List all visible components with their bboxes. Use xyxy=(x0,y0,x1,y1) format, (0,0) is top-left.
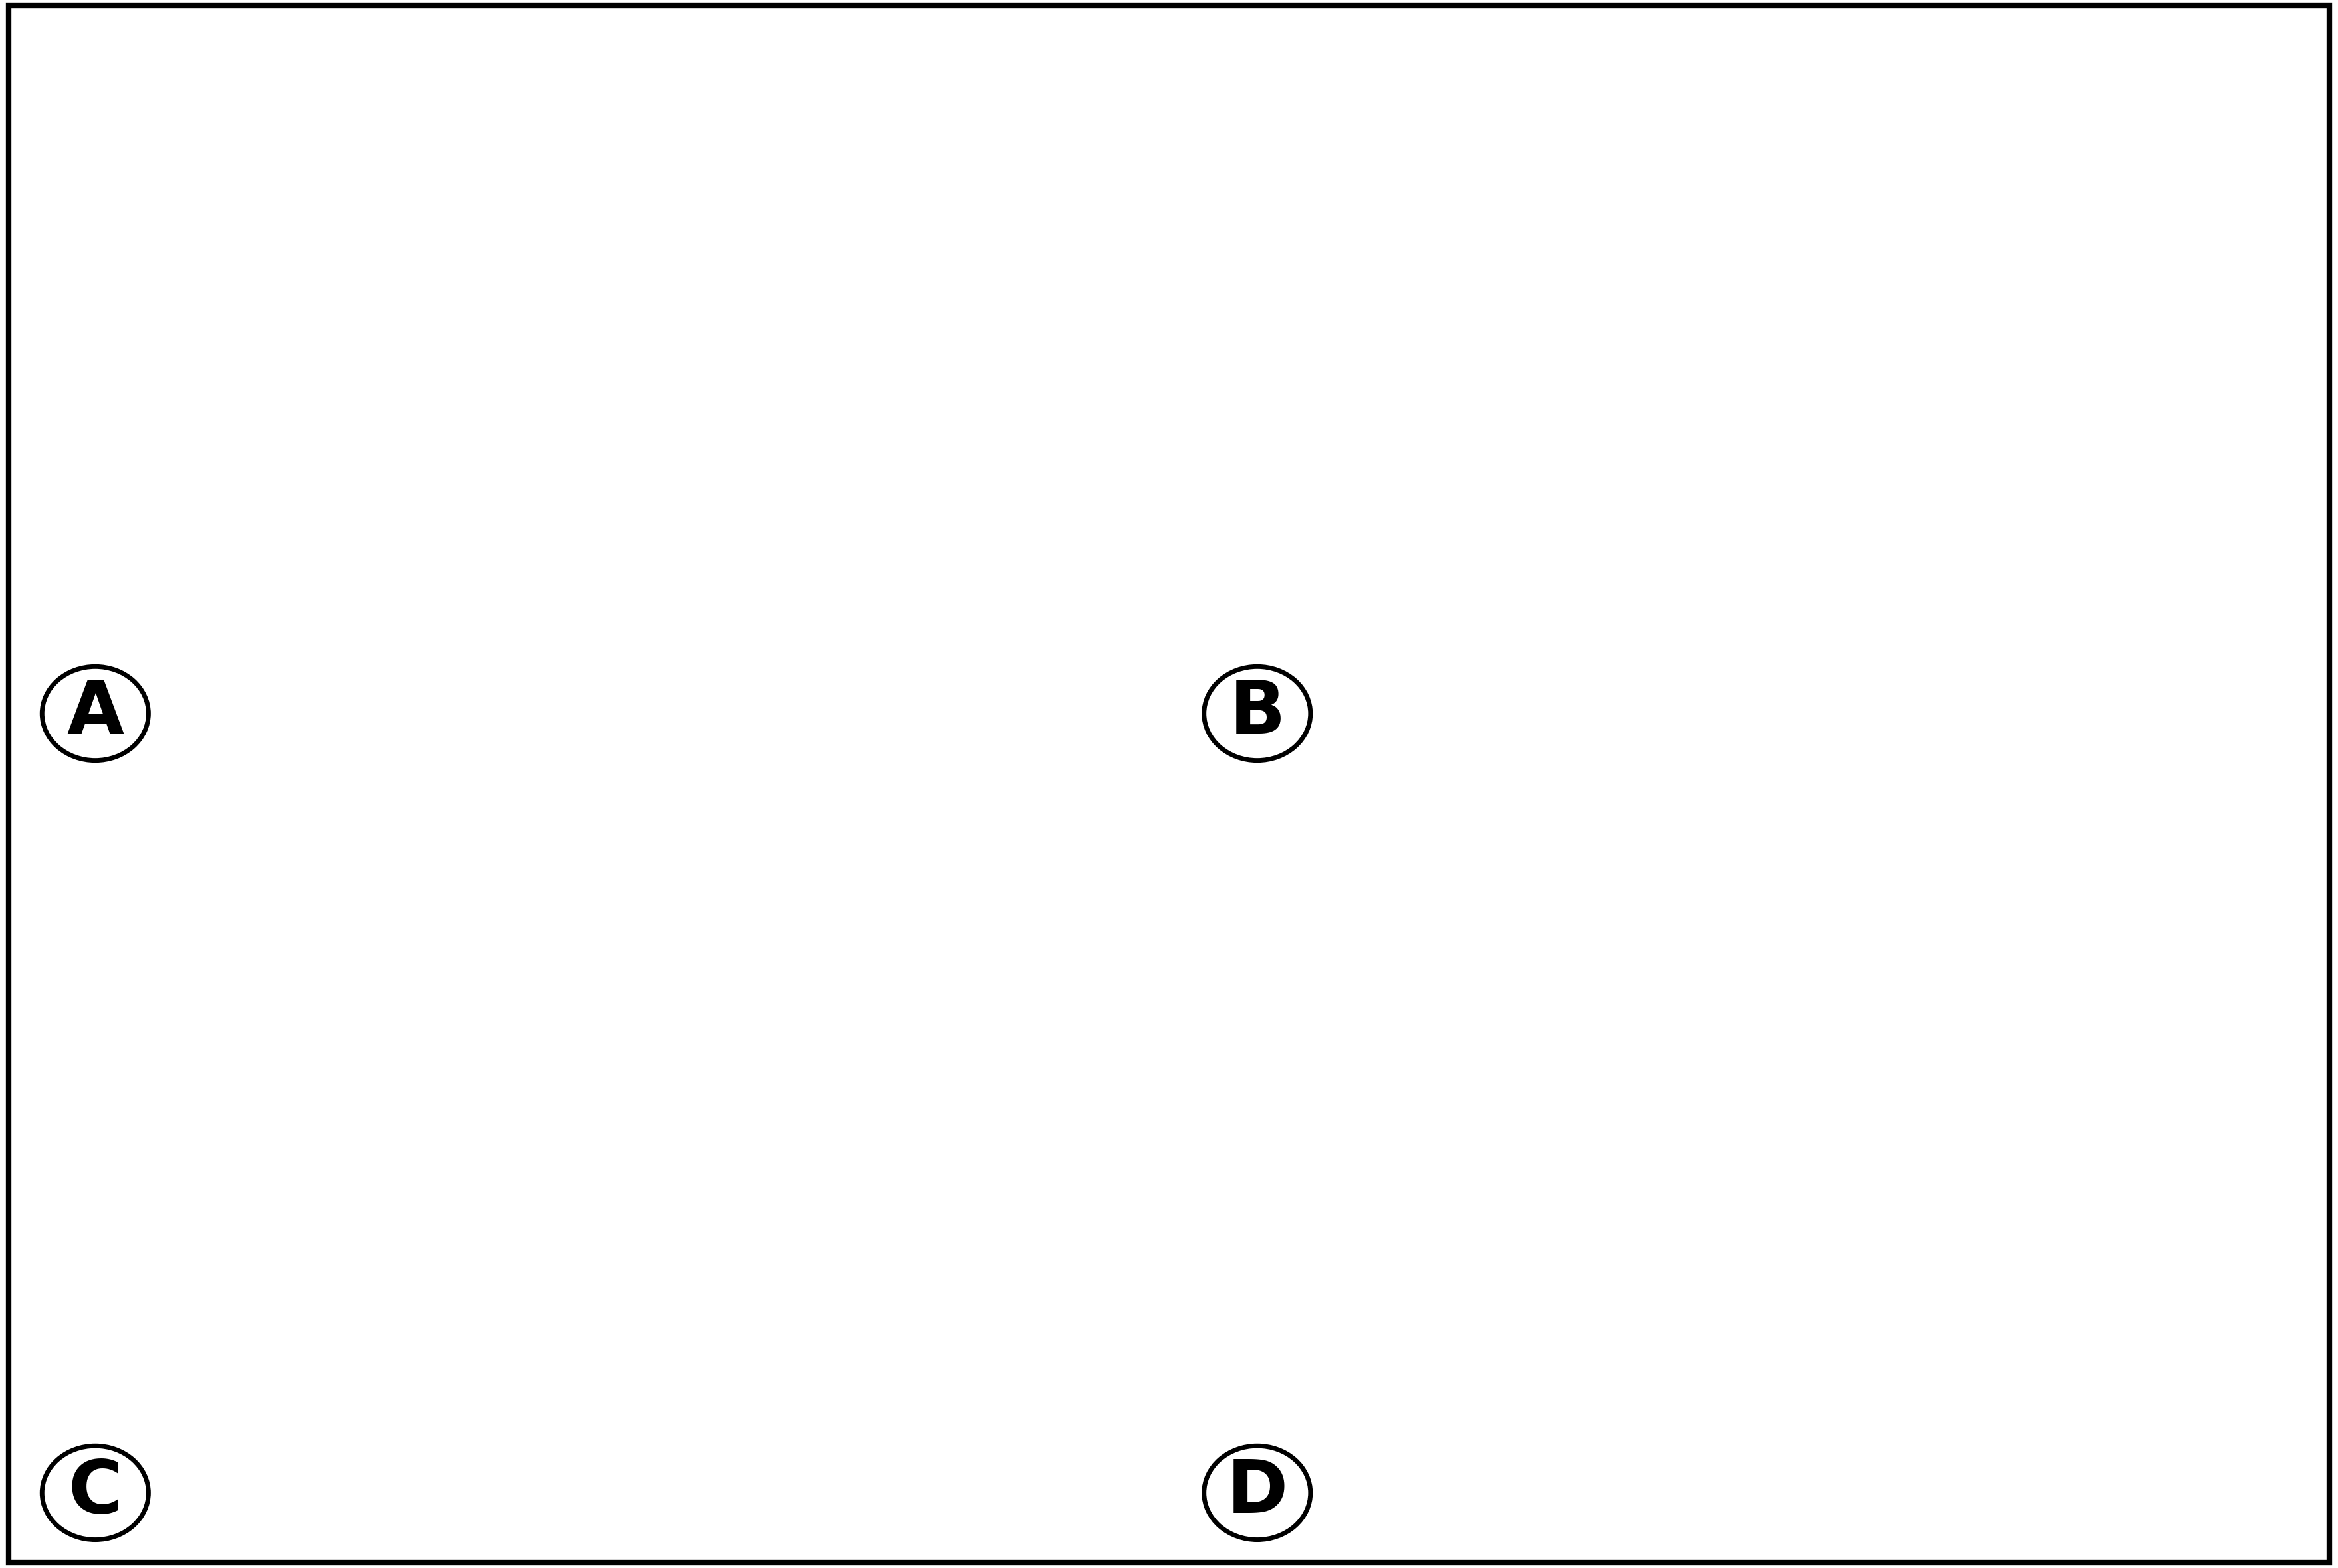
Text: A: A xyxy=(68,677,124,750)
Text: C: C xyxy=(68,1457,122,1529)
Ellipse shape xyxy=(42,666,147,760)
Ellipse shape xyxy=(1204,666,1309,760)
Ellipse shape xyxy=(42,1446,147,1540)
Ellipse shape xyxy=(1204,1446,1309,1540)
Text: D: D xyxy=(1227,1457,1288,1529)
Text: B: B xyxy=(1230,677,1286,750)
